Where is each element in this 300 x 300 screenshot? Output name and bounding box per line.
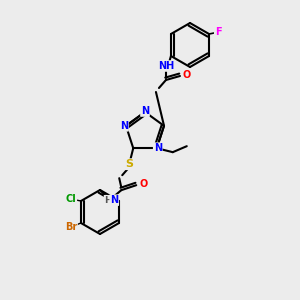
Text: F: F <box>215 27 221 37</box>
Text: Br: Br <box>65 222 77 232</box>
Text: O: O <box>139 179 147 189</box>
Text: H: H <box>104 196 112 205</box>
Text: S: S <box>125 159 133 169</box>
Text: N: N <box>120 121 128 131</box>
Text: Cl: Cl <box>66 194 76 204</box>
Text: N: N <box>141 106 149 116</box>
Text: N: N <box>110 195 118 205</box>
Text: O: O <box>183 70 191 80</box>
Text: NH: NH <box>158 61 174 71</box>
Text: N: N <box>154 143 162 153</box>
